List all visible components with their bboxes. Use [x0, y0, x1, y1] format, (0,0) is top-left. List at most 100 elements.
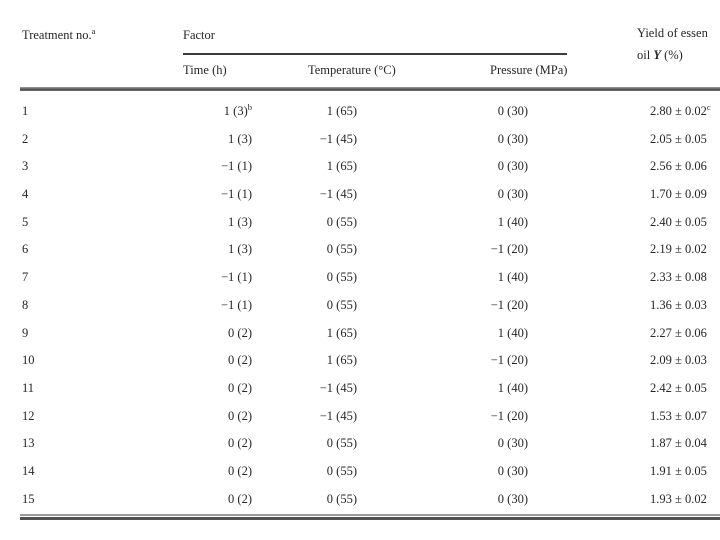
cell-treatment-no: 15 — [22, 491, 35, 506]
table-row: 11 0 (2) −1 (45) 1 (40) 2.42 ± 0.05 — [0, 375, 720, 403]
table-body: 1 1 (3)b 1 (65) 0 (30) 2.80 ± 0.02c 2 1 … — [0, 98, 720, 513]
cell-temperature: −1 (45) — [319, 408, 357, 423]
cell-yield: 2.19 ± 0.02 — [650, 242, 707, 257]
table-row: 8 −1 (1) 0 (55) −1 (20) 1.36 ± 0.03 — [0, 292, 720, 320]
table-row: 12 0 (2) −1 (45) −1 (20) 1.53 ± 0.07 — [0, 403, 720, 431]
cell-pressure: −1 (20) — [490, 353, 528, 368]
cell-temperature: 0 (55) — [326, 463, 357, 478]
cell-pressure: 0 (30) — [497, 131, 528, 146]
cell-treatment-no: 6 — [22, 242, 29, 257]
cell-temperature: −1 (45) — [319, 131, 357, 146]
cell-time: −1 (1) — [221, 297, 252, 312]
cell-treatment-no: 3 — [22, 159, 29, 174]
footnote-c-marker: c — [706, 101, 711, 112]
table-row: 2 1 (3) −1 (45) 0 (30) 2.05 ± 0.05 — [0, 126, 720, 154]
header-bottom-rule — [20, 87, 720, 91]
cell-treatment-no: 11 — [22, 380, 35, 395]
cell-pressure: 1 (40) — [497, 325, 528, 340]
cell-time: 0 (2) — [228, 325, 252, 340]
cell-pressure: −1 (20) — [490, 297, 528, 312]
cell-treatment-no: 4 — [22, 187, 29, 202]
cell-time: −1 (1) — [221, 270, 252, 285]
table-row: 14 0 (2) 0 (55) 0 (30) 1.91 ± 0.05 — [0, 458, 720, 486]
cell-time: 0 (2) — [228, 353, 252, 368]
cell-treatment-no: 13 — [22, 436, 35, 451]
cell-pressure: −1 (20) — [490, 408, 528, 423]
time-value: 1 (3) — [223, 104, 248, 118]
cell-pressure: 0 (30) — [497, 159, 528, 174]
cell-yield: 1.91 ± 0.05 — [650, 463, 707, 478]
cell-yield: 1.53 ± 0.07 — [650, 408, 707, 423]
cell-treatment-no: 1 — [22, 104, 29, 118]
treatment-no-header: Treatment no.a — [22, 27, 95, 43]
cell-time: 1 (3) — [228, 242, 252, 257]
cell-yield: 2.05 ± 0.05 — [650, 131, 707, 146]
cell-temperature: −1 (45) — [319, 380, 357, 395]
yield-header-percent-text: (%) — [660, 48, 683, 62]
treatment-no-label: Treatment no. — [22, 28, 92, 42]
cell-pressure: 1 (40) — [497, 270, 528, 285]
time-column-header: Time (h) — [183, 63, 227, 77]
yield-header-oil-text: oil — [637, 48, 654, 62]
cell-yield: 2.33 ± 0.08 — [650, 270, 707, 285]
table-bottom-rule — [20, 514, 720, 520]
cell-treatment-no: 8 — [22, 297, 29, 312]
cell-yield: 1.87 ± 0.04 — [650, 436, 707, 451]
factor-header: Factor — [183, 28, 215, 42]
cell-treatment-no: 7 — [22, 270, 29, 285]
cell-temperature: 1 (65) — [326, 325, 357, 340]
cell-pressure: 0 (30) — [497, 463, 528, 478]
cell-treatment-no: 2 — [22, 131, 29, 146]
cell-yield: 1.36 ± 0.03 — [650, 297, 707, 312]
cell-temperature: 0 (55) — [326, 297, 357, 312]
cell-yield: 2.80 ± 0.02c — [528, 98, 720, 126]
cell-pressure: 0 (30) — [497, 436, 528, 451]
table-row: 4 −1 (1) −1 (45) 0 (30) 1.70 ± 0.09 — [0, 181, 720, 209]
table-row: 15 0 (2) 0 (55) 0 (30) 1.93 ± 0.02 — [0, 486, 720, 514]
cell-temperature: 0 (55) — [326, 242, 357, 257]
table-row: 9 0 (2) 1 (65) 1 (40) 2.27 ± 0.06 — [0, 320, 720, 348]
factor-spanner-rule — [183, 53, 567, 55]
cell-yield: 2.56 ± 0.06 — [650, 159, 707, 174]
footnote-a-marker: a — [91, 25, 96, 36]
cell-pressure: 0 (30) — [497, 491, 528, 506]
yield-header-line1: Yield of essen — [637, 26, 708, 40]
cell-temperature: 0 (55) — [326, 491, 357, 506]
footnote-b-marker: b — [247, 101, 252, 112]
cell-pressure: −1 (20) — [490, 242, 528, 257]
cell-yield: 1.93 ± 0.02 — [650, 491, 707, 506]
cell-yield: 2.42 ± 0.05 — [650, 380, 707, 395]
cell-temperature: 0 (55) — [326, 270, 357, 285]
cell-pressure: 1 (40) — [497, 214, 528, 229]
cell-yield: 2.27 ± 0.06 — [650, 325, 707, 340]
cell-treatment-no: 5 — [22, 214, 29, 229]
yield-variable-symbol: Y — [653, 48, 661, 62]
cell-time: 1 (3) — [228, 214, 252, 229]
cell-pressure: 1 (40) — [497, 380, 528, 395]
table-row: 5 1 (3) 0 (55) 1 (40) 2.40 ± 0.05 — [0, 209, 720, 237]
cell-treatment-no: 9 — [22, 325, 29, 340]
cell-yield: 2.09 ± 0.03 — [650, 353, 707, 368]
cell-time: 0 (2) — [228, 491, 252, 506]
cell-temperature: 1 (65) — [326, 159, 357, 174]
cell-temperature: 1 (65) — [326, 104, 357, 118]
cell-time: 1 (3)b — [152, 98, 252, 126]
cell-yield: 2.40 ± 0.05 — [650, 214, 707, 229]
yield-value: 2.80 ± 0.02 — [650, 104, 707, 118]
temperature-column-header: Temperature (°C) — [308, 63, 396, 77]
cell-time: 0 (2) — [228, 408, 252, 423]
cell-time: 0 (2) — [228, 436, 252, 451]
cell-time: 0 (2) — [228, 380, 252, 395]
cell-time: 1 (3) — [228, 131, 252, 146]
cell-time: −1 (1) — [221, 159, 252, 174]
cell-time: −1 (1) — [221, 187, 252, 202]
table-row: 6 1 (3) 0 (55) −1 (20) 2.19 ± 0.02 — [0, 236, 720, 264]
cell-yield: 1.70 ± 0.09 — [650, 187, 707, 202]
cell-pressure: 0 (30) — [497, 187, 528, 202]
yield-header-line2: oil Y (%) — [637, 47, 683, 63]
cell-pressure: 0 (30) — [497, 104, 528, 118]
cell-treatment-no: 10 — [22, 353, 35, 368]
table-row: 10 0 (2) 1 (65) −1 (20) 2.09 ± 0.03 — [0, 347, 720, 375]
cell-temperature: 0 (55) — [326, 436, 357, 451]
